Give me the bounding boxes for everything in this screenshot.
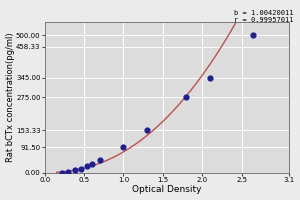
Point xyxy=(79,167,83,170)
Point xyxy=(208,76,212,79)
Point xyxy=(60,171,64,174)
X-axis label: Optical Density: Optical Density xyxy=(132,185,202,194)
Text: b = 1.00420011
r = 0.99957011: b = 1.00420011 r = 0.99957011 xyxy=(235,10,294,23)
Point xyxy=(66,170,71,173)
Point xyxy=(85,165,90,168)
Point xyxy=(98,159,102,162)
Point xyxy=(251,34,256,37)
Point xyxy=(121,146,126,149)
Point xyxy=(184,95,189,99)
Point xyxy=(72,169,77,172)
Y-axis label: Rat bCTx concentration(pg/ml): Rat bCTx concentration(pg/ml) xyxy=(6,32,15,162)
Point xyxy=(90,163,94,166)
Point xyxy=(145,129,149,132)
